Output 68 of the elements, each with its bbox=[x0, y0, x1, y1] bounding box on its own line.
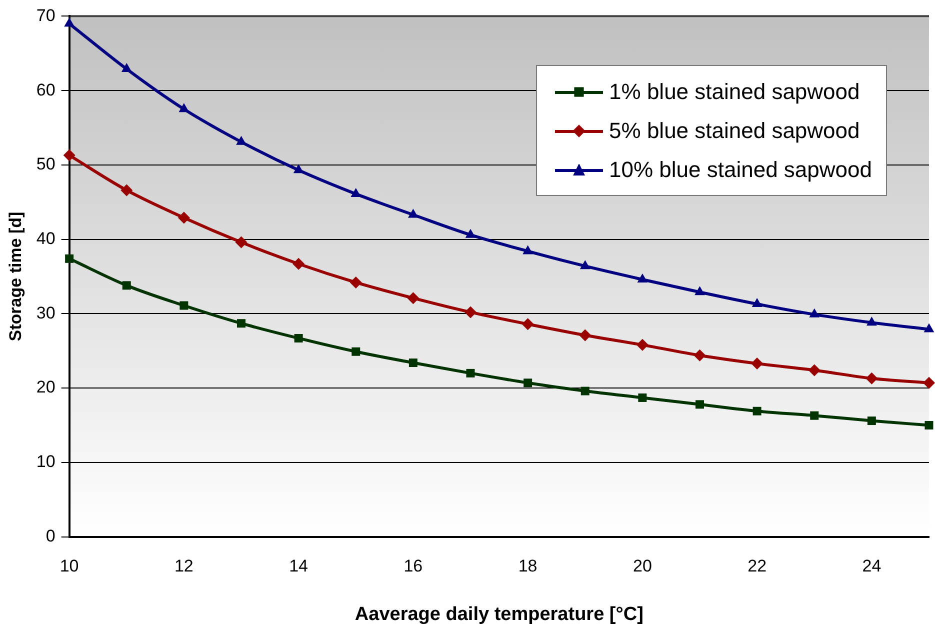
point bbox=[694, 349, 706, 362]
point bbox=[408, 208, 418, 218]
point bbox=[580, 260, 590, 270]
y-tick-label: 60 bbox=[36, 80, 56, 100]
point bbox=[63, 149, 76, 162]
point bbox=[638, 393, 647, 402]
point bbox=[752, 298, 762, 308]
y-tick-label: 30 bbox=[36, 303, 56, 322]
point bbox=[352, 347, 360, 356]
point bbox=[292, 258, 305, 270]
point bbox=[120, 184, 133, 196]
x-tick-label: 14 bbox=[289, 556, 308, 576]
point bbox=[924, 421, 934, 430]
x-tick-label: 18 bbox=[518, 556, 538, 576]
point bbox=[465, 228, 476, 238]
point bbox=[235, 236, 248, 248]
legend-label: 1% blue stained sapwood bbox=[609, 78, 860, 104]
point bbox=[350, 276, 362, 288]
point bbox=[524, 378, 532, 388]
point bbox=[923, 376, 935, 389]
x-tick-label: 20 bbox=[632, 556, 652, 576]
point bbox=[866, 316, 877, 326]
y-tick-label: 10 bbox=[36, 452, 56, 472]
y-tick-label: 40 bbox=[36, 229, 56, 248]
point bbox=[236, 136, 246, 145]
point bbox=[121, 63, 132, 72]
x-tick-label: 12 bbox=[174, 556, 194, 576]
point bbox=[237, 319, 246, 328]
point bbox=[65, 254, 74, 263]
point bbox=[810, 411, 819, 420]
point bbox=[636, 338, 648, 351]
point bbox=[178, 212, 190, 224]
point bbox=[694, 286, 705, 296]
x-axis-title: Aaverage daily temperature [°C] bbox=[354, 604, 644, 625]
point bbox=[867, 416, 876, 426]
legend-label: 10% blue stained sapwood bbox=[609, 156, 872, 182]
y-tick-label: 70 bbox=[36, 6, 56, 25]
point bbox=[466, 368, 475, 378]
x-tick-label: 24 bbox=[862, 556, 882, 576]
point bbox=[407, 292, 420, 304]
y-tick-label: 50 bbox=[36, 154, 56, 174]
x-tick-label: 10 bbox=[60, 556, 79, 576]
point bbox=[408, 358, 418, 368]
point bbox=[522, 245, 534, 254]
x-tick-label: 22 bbox=[748, 556, 767, 576]
point bbox=[866, 372, 878, 384]
point bbox=[580, 386, 590, 396]
point bbox=[809, 308, 820, 318]
x-tick-label: 16 bbox=[404, 556, 423, 576]
point bbox=[294, 334, 303, 342]
point bbox=[924, 323, 934, 332]
point bbox=[752, 406, 762, 416]
y-tick-label: 20 bbox=[36, 378, 56, 397]
point bbox=[180, 301, 188, 310]
point bbox=[808, 364, 820, 376]
point bbox=[637, 273, 648, 282]
point bbox=[522, 318, 534, 330]
point bbox=[64, 18, 75, 27]
y-tick-label: 0 bbox=[46, 526, 56, 546]
point bbox=[751, 358, 764, 370]
point bbox=[293, 164, 304, 174]
y-axis-title: Storage time [d] bbox=[6, 212, 25, 342]
point bbox=[696, 400, 704, 409]
legend-label: 5% blue stained sapwood bbox=[609, 118, 860, 144]
point bbox=[178, 103, 190, 112]
point bbox=[464, 306, 476, 318]
point bbox=[579, 329, 592, 342]
point bbox=[122, 281, 131, 290]
